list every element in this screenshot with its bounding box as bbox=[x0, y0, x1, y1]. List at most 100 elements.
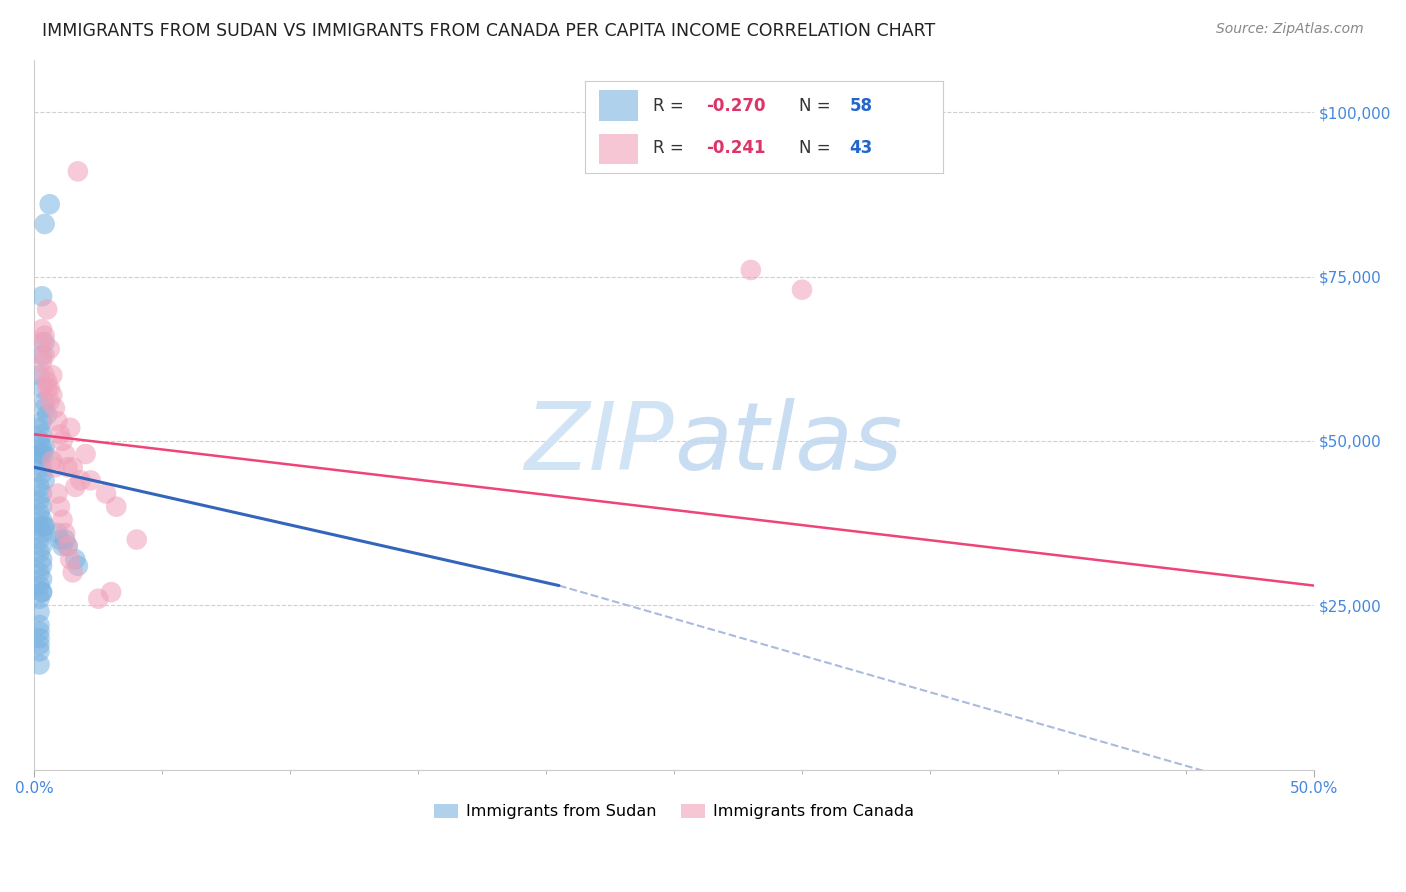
Point bbox=[38, 197, 60, 211]
Point bbox=[41, 453, 63, 467]
Point bbox=[38, 394, 60, 409]
Point bbox=[31, 355, 53, 369]
Point bbox=[28, 644, 51, 658]
Point bbox=[46, 414, 69, 428]
Point bbox=[28, 566, 51, 580]
Point bbox=[34, 401, 56, 415]
Point bbox=[34, 328, 56, 343]
Point bbox=[31, 552, 53, 566]
Point bbox=[75, 447, 97, 461]
Point bbox=[65, 480, 87, 494]
Point bbox=[37, 408, 59, 422]
Legend: Immigrants from Sudan, Immigrants from Canada: Immigrants from Sudan, Immigrants from C… bbox=[427, 797, 920, 826]
Point bbox=[28, 519, 51, 533]
Point bbox=[100, 585, 122, 599]
Point bbox=[31, 289, 53, 303]
Point bbox=[31, 525, 53, 540]
Point bbox=[34, 519, 56, 533]
Point bbox=[46, 486, 69, 500]
Point bbox=[31, 441, 53, 455]
Point bbox=[37, 381, 59, 395]
Point bbox=[37, 302, 59, 317]
Point bbox=[31, 500, 53, 514]
Point bbox=[44, 401, 66, 415]
Point bbox=[53, 533, 76, 547]
Point bbox=[51, 539, 73, 553]
Point bbox=[28, 447, 51, 461]
Text: atlas: atlas bbox=[673, 398, 903, 489]
Point bbox=[31, 585, 53, 599]
Point bbox=[790, 283, 813, 297]
Point bbox=[28, 421, 51, 435]
Point bbox=[34, 368, 56, 383]
Point bbox=[28, 591, 51, 606]
Point bbox=[66, 164, 89, 178]
Point bbox=[105, 500, 128, 514]
Point bbox=[28, 624, 51, 639]
Point bbox=[28, 493, 51, 508]
Point bbox=[51, 513, 73, 527]
Point bbox=[59, 421, 82, 435]
Point bbox=[31, 513, 53, 527]
Point bbox=[49, 427, 72, 442]
Point bbox=[34, 519, 56, 533]
Point bbox=[62, 460, 84, 475]
Point bbox=[31, 414, 53, 428]
Point bbox=[38, 342, 60, 356]
Point bbox=[51, 434, 73, 448]
Point bbox=[34, 441, 56, 455]
Point bbox=[69, 474, 91, 488]
Point bbox=[31, 348, 53, 362]
Point bbox=[34, 348, 56, 362]
Point bbox=[56, 539, 79, 553]
Point bbox=[34, 394, 56, 409]
Point bbox=[31, 486, 53, 500]
Point bbox=[44, 460, 66, 475]
Point bbox=[31, 447, 53, 461]
Point bbox=[56, 460, 79, 475]
Point bbox=[28, 506, 51, 520]
Point bbox=[53, 525, 76, 540]
Point bbox=[28, 657, 51, 672]
Point bbox=[49, 533, 72, 547]
Point bbox=[66, 558, 89, 573]
Point bbox=[37, 375, 59, 389]
Point bbox=[49, 500, 72, 514]
Point bbox=[28, 605, 51, 619]
Point bbox=[46, 525, 69, 540]
Point bbox=[34, 474, 56, 488]
Point bbox=[79, 474, 101, 488]
Point bbox=[59, 552, 82, 566]
Point bbox=[28, 480, 51, 494]
Point bbox=[31, 467, 53, 481]
Text: Source: ZipAtlas.com: Source: ZipAtlas.com bbox=[1216, 22, 1364, 37]
Point bbox=[31, 460, 53, 475]
Point bbox=[34, 217, 56, 231]
Point bbox=[740, 263, 762, 277]
Point bbox=[31, 558, 53, 573]
Point bbox=[34, 335, 56, 350]
Point bbox=[28, 578, 51, 592]
Point bbox=[34, 447, 56, 461]
Point bbox=[31, 335, 53, 350]
Text: IMMIGRANTS FROM SUDAN VS IMMIGRANTS FROM CANADA PER CAPITA INCOME CORRELATION CH: IMMIGRANTS FROM SUDAN VS IMMIGRANTS FROM… bbox=[42, 22, 935, 40]
Point bbox=[41, 388, 63, 402]
Point bbox=[28, 618, 51, 632]
Point bbox=[31, 381, 53, 395]
Point bbox=[28, 631, 51, 645]
Point bbox=[94, 486, 117, 500]
Text: ZIP: ZIP bbox=[524, 398, 673, 489]
Point bbox=[65, 552, 87, 566]
Point bbox=[53, 447, 76, 461]
Point bbox=[28, 453, 51, 467]
Point bbox=[28, 368, 51, 383]
Point bbox=[31, 427, 53, 442]
Point bbox=[87, 591, 110, 606]
Point bbox=[31, 539, 53, 553]
Point bbox=[41, 368, 63, 383]
Point bbox=[28, 533, 51, 547]
Point bbox=[28, 546, 51, 560]
Point bbox=[31, 572, 53, 586]
Point bbox=[28, 434, 51, 448]
Point bbox=[56, 539, 79, 553]
